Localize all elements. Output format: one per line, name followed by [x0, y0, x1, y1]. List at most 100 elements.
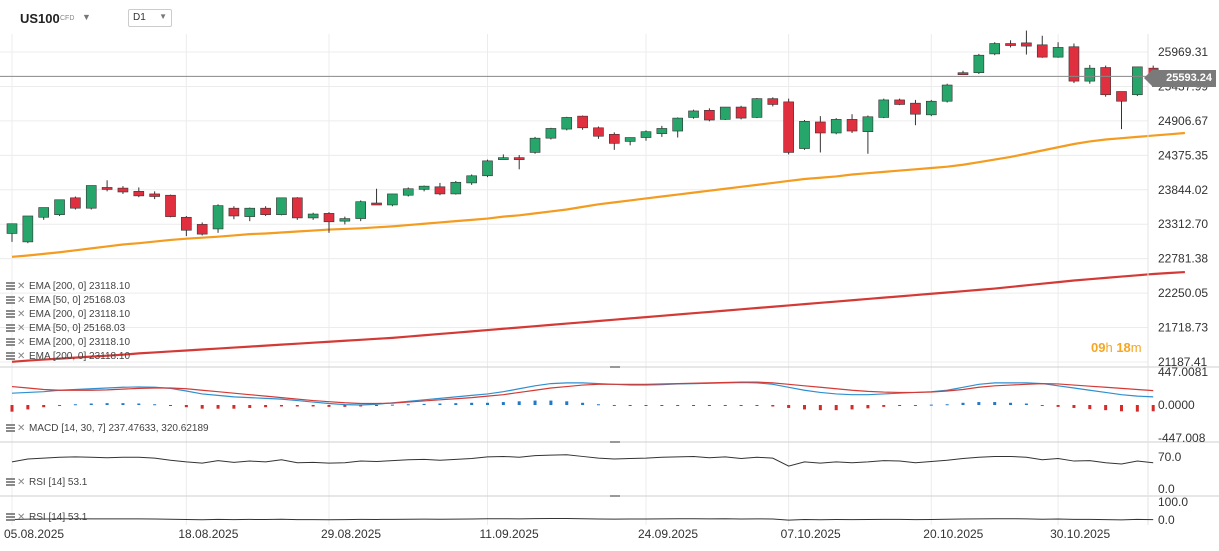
macd-histogram-bar	[1088, 405, 1092, 410]
macd-histogram-bar	[1135, 405, 1139, 412]
settings-icon[interactable]	[6, 424, 15, 433]
macd-tick-label: 447.0081	[1158, 365, 1208, 379]
close-icon[interactable]: ✕	[17, 423, 26, 434]
candle-body	[529, 137, 541, 153]
close-icon[interactable]: ✕	[17, 323, 26, 334]
macd-histogram-bar	[517, 401, 521, 406]
candle-body	[466, 175, 477, 184]
close-icon[interactable]: ✕	[17, 512, 26, 523]
candle-body	[1068, 46, 1080, 82]
macd-histogram-bar	[612, 405, 616, 406]
macd-histogram-bar	[1104, 405, 1108, 411]
candle-body	[640, 131, 652, 138]
candle-body	[387, 193, 398, 206]
candle-body	[212, 205, 224, 230]
macd-histogram-bar	[755, 405, 759, 406]
y-tick-label: 22781.38	[1158, 252, 1208, 266]
candle-body	[276, 197, 287, 215]
macd-histogram-bar	[327, 405, 331, 407]
indicator-label: EMA [50, 0] 25168.03	[29, 323, 126, 334]
symbol-dropdown-icon[interactable]: ▼	[82, 12, 91, 22]
candle-body	[260, 207, 271, 215]
settings-icon[interactable]	[6, 338, 15, 347]
macd-histogram-bar	[248, 405, 252, 408]
macd-signal-line	[11, 381, 1154, 405]
close-icon[interactable]: ✕	[17, 477, 26, 488]
macd-histogram-bar	[882, 405, 886, 407]
rsi-legend-1: ✕ RSI [14] 53.1	[6, 477, 87, 490]
candle-body	[688, 110, 699, 118]
settings-icon[interactable]	[6, 296, 15, 305]
candle-body	[989, 43, 1001, 55]
candle-body	[767, 98, 779, 105]
macd-histogram-bar	[850, 405, 854, 410]
candle-body	[973, 54, 985, 74]
timeframe-select[interactable]: D1 ▼	[128, 9, 172, 27]
rsi-tick-label: 0.0	[1158, 482, 1175, 496]
indicator-legend-row: ✕ EMA [200, 0] 23118.10	[6, 281, 130, 294]
macd-label: MACD [14, 30, 7] 237.47633, 320.62189	[29, 423, 209, 434]
settings-icon[interactable]	[6, 282, 15, 291]
candle-body	[450, 181, 462, 195]
macd-histogram-bar	[803, 405, 806, 410]
settings-icon[interactable]	[6, 513, 15, 522]
settings-icon[interactable]	[6, 310, 15, 319]
macd-histogram-bar	[977, 402, 981, 405]
macd-histogram-bar	[343, 405, 347, 407]
macd-histogram-bar	[787, 405, 791, 408]
macd-histogram-bar	[375, 405, 379, 406]
candle-body	[339, 218, 351, 222]
macd-histogram-bar	[73, 404, 77, 406]
close-icon[interactable]: ✕	[17, 281, 26, 292]
y-tick-label: 21718.73	[1158, 321, 1208, 335]
macd-histogram-bar	[1151, 405, 1155, 412]
candle-body	[1036, 44, 1048, 58]
settings-icon[interactable]	[6, 478, 15, 487]
ema50-line	[11, 131, 1185, 258]
macd-histogram-bar	[707, 405, 711, 406]
macd-histogram-bar	[929, 404, 933, 406]
candle-body	[910, 102, 921, 115]
macd-histogram-bar	[89, 403, 93, 405]
macd-histogram-bar	[501, 402, 505, 405]
macd-histogram-bar	[644, 405, 648, 406]
candle-body	[418, 185, 430, 190]
candle-body	[783, 101, 794, 153]
macd-histogram-bar	[1024, 403, 1028, 405]
macd-histogram-bar	[121, 403, 125, 405]
macd-histogram-bar	[216, 405, 220, 409]
candle-body	[925, 100, 937, 116]
candle-body	[371, 202, 382, 206]
symbol-name[interactable]: US100	[20, 11, 60, 26]
candle-body	[117, 187, 129, 193]
settings-icon[interactable]	[6, 352, 15, 361]
rsi-label: RSI [14] 53.1	[29, 512, 88, 523]
rsi-tick-label: 0.0	[1158, 513, 1175, 527]
macd-histogram-bar	[454, 403, 458, 405]
candle-body	[704, 110, 715, 121]
macd-histogram-bar	[279, 405, 283, 407]
macd-histogram-bar	[200, 405, 204, 409]
candle-body	[165, 194, 176, 217]
macd-histogram-bar	[390, 404, 394, 406]
last-price-tag: 25593.24	[1144, 70, 1216, 87]
candle-body	[672, 117, 684, 132]
close-icon[interactable]: ✕	[17, 351, 26, 362]
settings-icon[interactable]	[6, 324, 15, 333]
indicator-label: EMA [200, 0] 23118.10	[29, 337, 131, 348]
panel-resize-handle	[610, 495, 620, 497]
candle-body	[323, 213, 335, 223]
x-tick-label: 07.10.2025	[781, 527, 841, 541]
macd-histogram-bar	[961, 402, 965, 405]
candle-body	[1132, 66, 1143, 96]
close-icon[interactable]: ✕	[17, 337, 26, 348]
close-icon[interactable]: ✕	[17, 295, 26, 306]
chevron-down-icon: ▼	[159, 12, 167, 21]
close-icon[interactable]: ✕	[17, 309, 26, 320]
macd-histogram-bar	[692, 405, 696, 406]
rsi-line	[11, 454, 1154, 467]
x-tick-label: 30.10.2025	[1050, 527, 1110, 541]
candle-body	[1116, 91, 1127, 102]
macd-histogram-bar	[137, 403, 141, 405]
